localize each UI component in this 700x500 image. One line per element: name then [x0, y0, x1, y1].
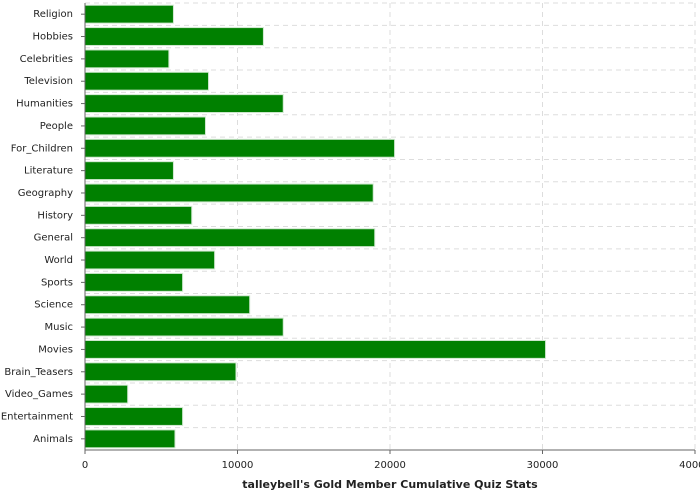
bar	[84, 94, 284, 114]
y-tick-label: Sports	[41, 277, 73, 288]
bar	[84, 272, 184, 292]
x-tick-label: 0	[82, 460, 88, 471]
x-axis-label: talleybell's Gold Member Cumulative Quiz…	[242, 478, 538, 491]
bar	[84, 228, 376, 248]
bar	[84, 384, 129, 404]
y-tick-label: People	[40, 121, 73, 132]
bar	[84, 429, 176, 449]
y-tick-label: Entertainment	[1, 411, 73, 422]
y-tick-label: Television	[23, 76, 73, 87]
bar	[84, 362, 237, 382]
bar	[84, 317, 284, 337]
y-tick-label: Science	[34, 300, 73, 311]
y-tick-label: Humanities	[16, 99, 73, 110]
x-tick-label: 30000	[527, 460, 559, 471]
y-tick-label: Religion	[33, 9, 73, 20]
bar	[84, 339, 547, 359]
y-tick-label: Hobbies	[33, 32, 73, 43]
x-tick-label: 20000	[374, 460, 406, 471]
y-tick-label: Brain_Teasers	[4, 367, 73, 378]
y-tick-label: History	[37, 210, 73, 221]
bar	[84, 295, 251, 315]
x-tick-label: 10000	[222, 460, 254, 471]
bar	[84, 250, 216, 270]
y-tick-label: Video_Games	[5, 389, 73, 400]
x-tick-label: 40000	[679, 460, 700, 471]
bar	[84, 138, 396, 158]
bar	[84, 205, 193, 225]
bar	[84, 49, 170, 69]
y-tick-label: General	[34, 233, 73, 244]
y-tick-label: Music	[45, 322, 73, 333]
y-tick-label: World	[44, 255, 73, 266]
bar	[84, 161, 174, 181]
y-tick-label: Celebrities	[20, 54, 73, 65]
y-tick-label: Movies	[38, 344, 73, 355]
y-tick-label: Geography	[18, 188, 73, 199]
bar	[84, 71, 210, 91]
bar	[84, 183, 374, 203]
y-tick-label: Literature	[24, 166, 73, 177]
y-tick-label: For_Children	[11, 143, 73, 154]
bar	[84, 27, 264, 46]
y-tick-label: Animals	[33, 434, 73, 445]
bar	[84, 407, 184, 426]
bar	[84, 116, 206, 136]
bar	[84, 4, 174, 24]
